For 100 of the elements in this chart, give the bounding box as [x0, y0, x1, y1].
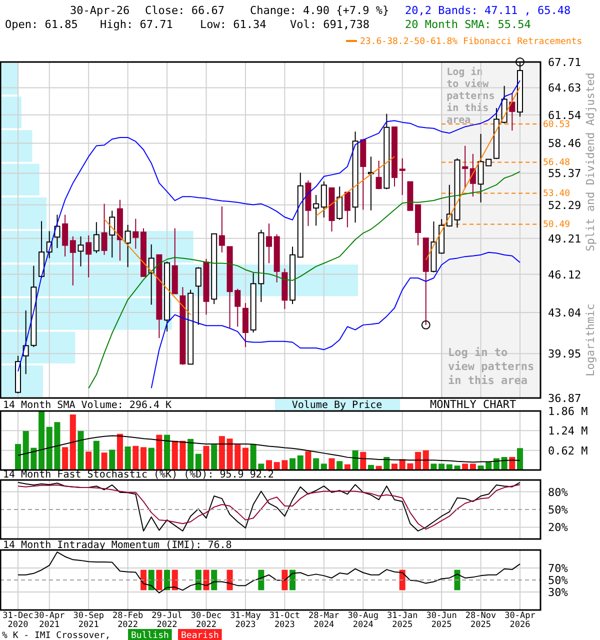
- x-tick-label: 31-Dec 2020: [2, 611, 34, 630]
- text: High: 67.71: [100, 18, 173, 31]
- y-tick-label: 0.62 M: [548, 444, 588, 458]
- bar: [62, 447, 68, 470]
- text: Logarithmic: [584, 304, 597, 376]
- y-tick-label: 50%: [548, 504, 568, 516]
- x-tick-label: 30-Sep 2021: [73, 611, 104, 630]
- text: 20 Month SMA: 55.54: [405, 18, 532, 31]
- bar: [470, 464, 476, 470]
- text: 20,2 Bands: 47.11 , 65.48: [405, 4, 571, 17]
- y-tick-label: 50%: [548, 574, 568, 587]
- bar: [290, 458, 296, 470]
- text: Bullish: [131, 631, 169, 640]
- bar: [132, 446, 139, 470]
- x-tick-label: 29-Jul 2022: [152, 611, 182, 630]
- bar: [352, 450, 358, 470]
- candlestick: [313, 194, 320, 226]
- ref-line-label: 56.48: [543, 158, 570, 168]
- bar: [211, 444, 218, 470]
- bar: [0, 130, 32, 162]
- candlestick: [446, 184, 452, 228]
- bar: [242, 448, 248, 470]
- candlestick: [101, 203, 108, 256]
- candlestick: [195, 266, 202, 326]
- bar: [336, 461, 343, 470]
- candlestick: [509, 92, 516, 132]
- candlestick: [399, 158, 406, 196]
- y-tick-label: 58.46: [548, 137, 582, 150]
- line-series: [18, 552, 520, 594]
- chart-title: 14 Month Intraday Momentum (IMI): 76.8: [3, 540, 232, 551]
- bar: [313, 458, 320, 470]
- x-tick-label: 30-Apr 2026: [504, 611, 536, 630]
- candlestick: [132, 218, 139, 250]
- bar: [266, 460, 272, 470]
- bar: [422, 450, 429, 470]
- bar: [360, 452, 366, 470]
- text: Vol: 691,738: [290, 18, 370, 31]
- x-tick-label: 30-Aug 2024: [348, 611, 378, 630]
- x-tick-label: 30-Apr 2021: [34, 611, 65, 630]
- candlestick: [266, 223, 272, 264]
- legend-title: % K - IMI Crossover,: [2, 631, 110, 640]
- chart-title: 14 Month SMA Volume: 296.4 K: [3, 400, 172, 411]
- bar: [0, 197, 47, 229]
- y-tick-label: 1.86 M: [548, 405, 588, 418]
- x-tick-label: 30-Jun 2025: [426, 611, 457, 630]
- bar: [116, 434, 123, 470]
- x-tick-label: 31-Jan 2025: [386, 611, 418, 630]
- candlestick: [462, 145, 468, 189]
- text: 30-Apr-26: [70, 4, 130, 17]
- ref-line-label: 60.53: [543, 120, 570, 130]
- annotation: MONTHLY CHART: [430, 398, 516, 411]
- y-tick-label: 70%: [548, 562, 568, 575]
- ref-line-label: 53.40: [543, 189, 570, 200]
- text: Close: 66.67: [145, 4, 224, 17]
- bar: [203, 446, 210, 470]
- bar: [124, 446, 131, 470]
- candlestick: [218, 206, 225, 253]
- bar: [164, 434, 170, 470]
- candlestick: [124, 224, 131, 268]
- candlestick: [501, 85, 508, 124]
- y-tick-label: 20%: [548, 521, 568, 534]
- bar: [218, 436, 225, 470]
- bar: [148, 448, 154, 470]
- y-tick-label: 55.37: [548, 167, 582, 180]
- candlestick: [470, 153, 476, 198]
- bar: [93, 440, 100, 470]
- y-tick-label: 80%: [548, 486, 568, 499]
- bar: [140, 447, 146, 470]
- x-tick-label: 31-May 2023: [230, 611, 261, 630]
- x-tick-label: 30-Dec 2022: [190, 611, 222, 630]
- bar: [86, 452, 92, 470]
- legend-label: 23.6-38.2-50-61.8% Fibonacci Retracements: [360, 37, 582, 47]
- candlestick: [62, 214, 68, 257]
- candlestick: [78, 236, 84, 267]
- candlestick: [86, 234, 92, 278]
- y-axis-title: Split and Dividend Adjusted: [584, 72, 597, 252]
- candlestick: [70, 236, 76, 286]
- bar: [15, 444, 21, 470]
- y-tick-label: 49.21: [548, 232, 582, 246]
- y-tick-label: 30%: [548, 586, 568, 599]
- bar: [320, 464, 327, 470]
- y-tick-label: 43.04: [548, 306, 582, 320]
- candlestick: [344, 192, 350, 228]
- y-tick-label: 64.63: [548, 82, 582, 95]
- candlestick: [336, 186, 343, 220]
- text: Low: 61.34: [200, 18, 267, 31]
- text: Volume By Price: [292, 400, 382, 411]
- bar: [438, 464, 445, 470]
- bar: [305, 451, 312, 470]
- annotation: Log in to view patterns in this area: [448, 346, 534, 387]
- x-tick-label: 31-Oct 2023: [269, 611, 300, 630]
- bar: [392, 464, 398, 470]
- y-tick-label: 1.24 M: [548, 424, 588, 438]
- bar: [430, 464, 437, 470]
- bar: [415, 452, 422, 470]
- bar: [462, 464, 468, 470]
- candlestick: [109, 210, 116, 258]
- bar: [0, 164, 40, 196]
- candlestick: [376, 160, 382, 190]
- bar: [101, 452, 108, 470]
